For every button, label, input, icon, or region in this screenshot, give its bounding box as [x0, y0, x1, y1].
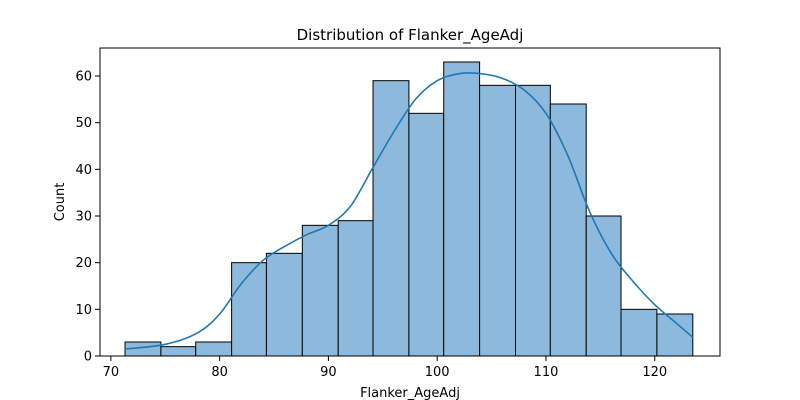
y-tick-label: 60 — [75, 70, 92, 85]
x-tick-label: 100 — [425, 365, 450, 380]
histogram-bar-5 — [301, 224, 339, 357]
x-tick-label: 110 — [534, 365, 559, 380]
x-tick-label: 90 — [320, 365, 337, 380]
histogram-bar-9 — [443, 61, 481, 357]
y-axis-ticks: 0 10 20 30 40 50 60 — [75, 70, 100, 365]
x-axis-label: Flanker_AgeAdj — [360, 386, 460, 400]
y-axis-label: Count — [53, 183, 68, 222]
x-tick-label: 120 — [642, 365, 667, 380]
histogram-bar-11 — [515, 84, 551, 357]
histogram-bar-3 — [231, 262, 267, 357]
histogram-bar-4 — [265, 252, 303, 357]
histogram-bar-1 — [160, 346, 197, 357]
histogram-bar-12 — [549, 103, 587, 357]
y-tick-label: 50 — [75, 116, 92, 131]
histogram-bar-7 — [372, 80, 410, 357]
histogram-bars — [124, 61, 694, 357]
chart-title: Distribution of Flanker_AgeAdj — [297, 26, 524, 45]
histogram-bar-10 — [479, 84, 516, 357]
x-axis-ticks: 70 80 90 100 110 120 — [103, 356, 667, 380]
histogram-bar-14 — [620, 308, 658, 357]
histogram-bar-13 — [585, 215, 622, 357]
histogram-bar-8 — [408, 112, 445, 357]
y-tick-label: 10 — [75, 303, 92, 318]
y-tick-label: 20 — [75, 256, 92, 271]
plot-frame — [99, 47, 721, 357]
histogram-bar-15 — [656, 313, 694, 357]
histogram-bar-2 — [195, 341, 233, 357]
histogram-bar-6 — [337, 220, 374, 357]
y-tick-label: 0 — [84, 350, 92, 365]
kde-curve — [124, 72, 694, 350]
y-tick-label: 40 — [75, 163, 92, 178]
x-tick-label: 70 — [103, 365, 120, 380]
x-tick-label: 80 — [211, 365, 228, 380]
y-tick-label: 30 — [75, 210, 92, 225]
